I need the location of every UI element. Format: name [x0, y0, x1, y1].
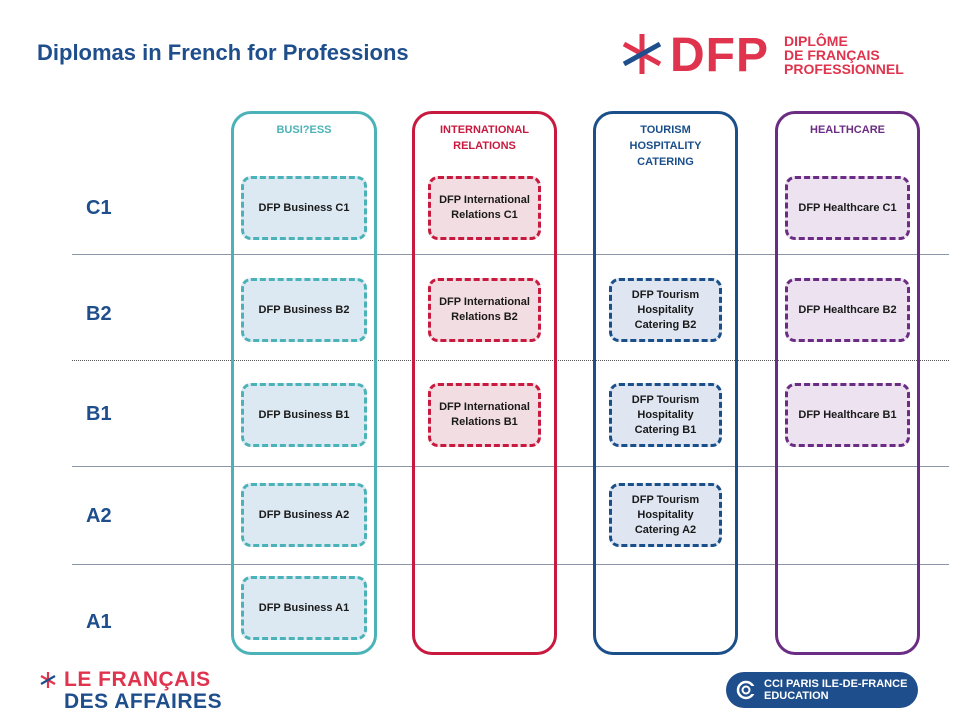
dfp-logo-line3: PROFESSIONNEL	[784, 61, 904, 77]
diploma-box-business-a1: DFP Business A1	[241, 576, 367, 640]
diploma-box-international-relations-b1: DFP International Relations B1	[428, 383, 541, 447]
diploma-label: DFP Healthcare B1	[798, 408, 897, 421]
diploma-label: DFP International Relations C1	[439, 194, 530, 221]
level-label-a2: A2	[86, 505, 112, 527]
dfp-logo-subtitle: DIPLÔME DE FRANÇAIS PROFESSIONNEL	[784, 34, 904, 76]
diploma-label: DFP Business B2	[258, 303, 350, 316]
diploma-label: DFP Tourism Hospitality Catering B2	[631, 288, 700, 331]
level-label-a1: A1	[86, 611, 112, 633]
diploma-box-business-a2: DFP Business A2	[241, 483, 367, 547]
dfp-logo-mark: DFP	[670, 29, 769, 82]
diploma-box-business-c1: DFP Business C1	[241, 176, 367, 240]
row-divider	[72, 254, 949, 255]
diploma-box-international-relations-c1: DFP International Relations C1	[428, 176, 541, 240]
diploma-box-international-relations-b2: DFP International Relations B2	[428, 278, 541, 342]
column-heading-business: BUSI?ESS	[276, 124, 332, 136]
diploma-box-business-b1: DFP Business B1	[241, 383, 367, 447]
page-title: Diplomas in French for Professions	[37, 40, 409, 65]
diploma-label: DFP International Relations B2	[439, 296, 530, 323]
level-label-b1: B1	[86, 403, 112, 425]
diploma-label: DFP Business C1	[258, 201, 350, 214]
diploma-box-tourism-b1: DFP Tourism Hospitality Catering B1	[609, 383, 722, 447]
diploma-label: DFP Tourism Hospitality Catering A2	[631, 493, 700, 536]
diploma-box-healthcare-b1: DFP Healthcare B1	[785, 383, 910, 447]
diploma-label: DFP Healthcare B2	[798, 303, 897, 316]
lfa-asterisk-icon	[40, 672, 56, 688]
diploma-label: DFP Business A1	[258, 601, 350, 614]
diploma-box-tourism-b2: DFP Tourism Hospitality Catering B2	[609, 278, 722, 342]
column-business	[231, 111, 377, 655]
diploma-label: DFP International Relations B1	[439, 401, 530, 428]
diploma-box-healthcare-b2: DFP Healthcare B2	[785, 278, 910, 342]
dfp-logo: DFP DIPLÔME DE FRANÇAIS PROFESSIONNEL	[620, 28, 930, 84]
column-international-relations	[412, 111, 557, 655]
row-divider	[72, 564, 949, 565]
cci-logo-icon	[736, 680, 756, 700]
diploma-box-tourism-a2: DFP Tourism Hospitality Catering A2	[609, 483, 722, 547]
cci-text: CCI PARIS ILE-DE-FRANCE EDUCATION	[764, 678, 907, 702]
cci-line1: CCI PARIS ILE-DE-FRANCE	[764, 678, 908, 690]
diploma-label: DFP Business B1	[258, 408, 350, 421]
diploma-box-business-b2: DFP Business B2	[241, 278, 367, 342]
dfp-asterisk-icon	[622, 34, 662, 74]
diploma-box-healthcare-c1: DFP Healthcare C1	[785, 176, 910, 240]
diploma-label: DFP Business A2	[258, 508, 350, 521]
level-label-b2: B2	[86, 303, 112, 325]
dfp-logo-line2: DE FRANÇAIS	[784, 47, 880, 63]
cci-line2: EDUCATION	[764, 690, 829, 702]
lfa-line2: DES AFFAIRES	[64, 690, 223, 713]
column-tourism	[593, 111, 738, 655]
column-heading-international-relations: INTERNATIONAL RELATIONS	[439, 124, 529, 152]
row-divider	[72, 466, 949, 467]
dfp-logo-line1: DIPLÔME	[784, 33, 848, 49]
diploma-label: DFP Tourism Hospitality Catering B1	[631, 393, 700, 436]
cci-paris-badge: CCI PARIS ILE-DE-FRANCE EDUCATION	[726, 672, 918, 708]
column-heading-healthcare: HEALTHCARE	[810, 124, 885, 136]
diploma-label: DFP Healthcare C1	[798, 201, 897, 214]
level-label-c1: C1	[86, 197, 112, 219]
row-divider-dotted	[72, 360, 949, 361]
column-healthcare	[775, 111, 920, 655]
column-heading-tourism: TOURISM HOSPITALITY CATERING	[629, 124, 702, 168]
lfa-line1: LE FRANÇAIS	[64, 668, 211, 691]
